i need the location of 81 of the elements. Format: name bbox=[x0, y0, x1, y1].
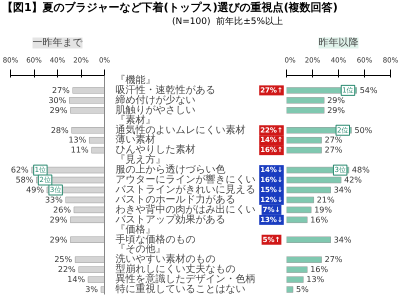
text: 【図1】夏のブラジャーなど下着(トップス)選びの重視点(複数回答) bbox=[2, 0, 338, 16]
data-label: 3% bbox=[85, 285, 98, 294]
y-tick-label: 『機能』 bbox=[116, 74, 156, 86]
data-label: 29% bbox=[50, 215, 68, 224]
data-label: 34% bbox=[334, 235, 352, 244]
data-label: 62% bbox=[10, 166, 30, 175]
data-label: 28% bbox=[50, 126, 69, 135]
data-label: 27% bbox=[324, 255, 343, 264]
chart-subtitle: 一昨年まで bbox=[32, 36, 84, 48]
data-label: 16% bbox=[310, 265, 328, 274]
bar bbox=[70, 216, 104, 224]
y-tick-label: 薄い素材 bbox=[116, 134, 156, 146]
data-label: 30% bbox=[48, 96, 67, 105]
bar bbox=[286, 276, 304, 283]
data-label: 14% bbox=[67, 275, 86, 284]
data-label: 50% bbox=[354, 126, 373, 135]
data-label: 13% bbox=[306, 275, 325, 284]
y-tick-label: 肌触りがやさしい bbox=[116, 104, 196, 116]
text: (N=100) 前年比±5%以上 bbox=[172, 16, 284, 27]
y-tick-label: 吸汗性・速乾性がある bbox=[116, 84, 216, 96]
bar bbox=[88, 136, 104, 144]
data-label: 11% bbox=[70, 146, 89, 155]
bar bbox=[286, 256, 322, 263]
bar bbox=[286, 107, 324, 114]
bar bbox=[100, 286, 104, 293]
y-tick-label: 締め付けが少ない bbox=[114, 94, 196, 106]
y-tick-label: バストアップ効果がある bbox=[114, 213, 226, 226]
data-label: 49% bbox=[26, 185, 44, 194]
bar bbox=[286, 186, 331, 194]
y-tick-label: 『素材』 bbox=[116, 114, 156, 126]
bar bbox=[69, 97, 104, 104]
data-label: 22% bbox=[58, 265, 76, 274]
data-label: 19% bbox=[314, 205, 332, 214]
bar bbox=[71, 127, 104, 134]
y-tick-label: 『価格』 bbox=[116, 223, 156, 236]
data-label: 13% bbox=[68, 136, 87, 145]
bar bbox=[65, 196, 104, 204]
data-label: 33% bbox=[44, 195, 64, 204]
data-label: 26% bbox=[53, 205, 72, 214]
y-tick-label: 『見え方』 bbox=[116, 154, 166, 166]
bar bbox=[88, 276, 104, 283]
data-label: 34% bbox=[334, 185, 352, 194]
chart-subtitle: 昨年以降 bbox=[318, 36, 358, 48]
y-tick-label: バストのホールド力がある bbox=[114, 193, 236, 206]
y-tick-label: アウターにラインが響きにくい bbox=[116, 174, 256, 186]
data-label: 58% bbox=[16, 176, 34, 185]
y-tick-label: 特に重視していることはない bbox=[116, 283, 246, 296]
data-label: 16% bbox=[310, 215, 328, 224]
bar bbox=[74, 256, 104, 263]
data-label: 21% bbox=[316, 195, 335, 204]
bar bbox=[286, 206, 312, 214]
data-label: 29% bbox=[50, 106, 68, 115]
bar bbox=[286, 97, 324, 104]
bar bbox=[286, 146, 322, 154]
data-label: 29% bbox=[50, 235, 68, 244]
bar bbox=[286, 176, 342, 184]
data-label: 29% bbox=[327, 106, 346, 115]
bar bbox=[70, 107, 104, 114]
data-label: 27% bbox=[52, 86, 70, 95]
y-tick-label: 手頃な価格のもの bbox=[116, 233, 196, 246]
data-label: 54% bbox=[360, 86, 378, 95]
bar bbox=[70, 236, 104, 243]
y-tick-label: バストラインがきれいに見える bbox=[114, 184, 256, 196]
data-label: 27% bbox=[324, 146, 343, 155]
data-label: 25% bbox=[54, 255, 73, 264]
y-tick-label: わきや背中の肉がはみ出にくい bbox=[116, 203, 256, 216]
bar bbox=[74, 206, 104, 214]
bar bbox=[72, 87, 104, 94]
data-label: 5% bbox=[296, 285, 310, 294]
bar bbox=[286, 216, 308, 224]
bar bbox=[286, 286, 294, 293]
bar bbox=[286, 266, 308, 273]
bar bbox=[286, 196, 314, 204]
data-label: 48% bbox=[352, 166, 370, 175]
data-label: 29% bbox=[327, 96, 346, 105]
data-label: 42% bbox=[344, 176, 362, 185]
bar bbox=[78, 266, 104, 273]
data-label: 27% bbox=[324, 136, 343, 145]
bar bbox=[286, 136, 322, 144]
bar bbox=[286, 236, 331, 243]
bar bbox=[91, 146, 104, 154]
